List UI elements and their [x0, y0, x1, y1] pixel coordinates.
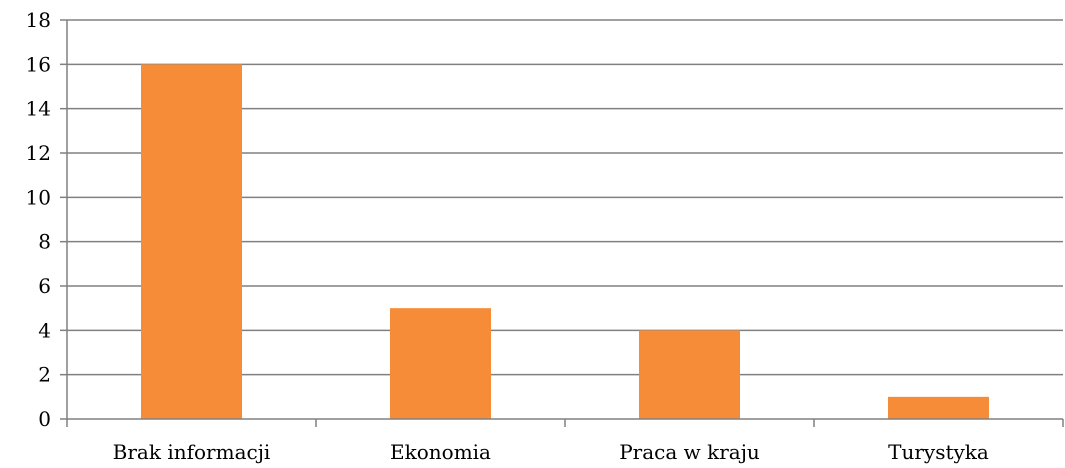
x-tick-label: Ekonomia — [390, 440, 491, 464]
y-tick-label: 8 — [38, 230, 51, 254]
x-tick-label: Turystyka — [888, 440, 989, 464]
y-tick-label: 6 — [38, 274, 51, 298]
y-tick-label: 10 — [26, 185, 51, 209]
y-tick-label: 0 — [38, 407, 51, 431]
bar-praca-w-kraju — [639, 330, 740, 419]
y-tick-label: 4 — [38, 318, 51, 342]
y-tick-label: 14 — [26, 97, 51, 121]
bars — [141, 64, 989, 419]
y-tick-label: 16 — [26, 52, 51, 76]
x-tick-label: Brak informacji — [113, 440, 271, 464]
bar-ekonomia — [390, 308, 491, 419]
bar-brak-informacji — [141, 64, 242, 419]
y-tick-label: 18 — [26, 8, 51, 32]
x-tick-label: Praca w kraju — [619, 440, 760, 464]
y-tick-label: 2 — [38, 363, 51, 387]
axes — [60, 19, 1064, 427]
y-tick-label: 12 — [26, 141, 51, 165]
bar-turystyka — [888, 396, 989, 419]
tick-labels: 0 2 4 6 8 10 12 14 16 18 Brak informacji Ekonomia Pr… — [26, 8, 989, 464]
